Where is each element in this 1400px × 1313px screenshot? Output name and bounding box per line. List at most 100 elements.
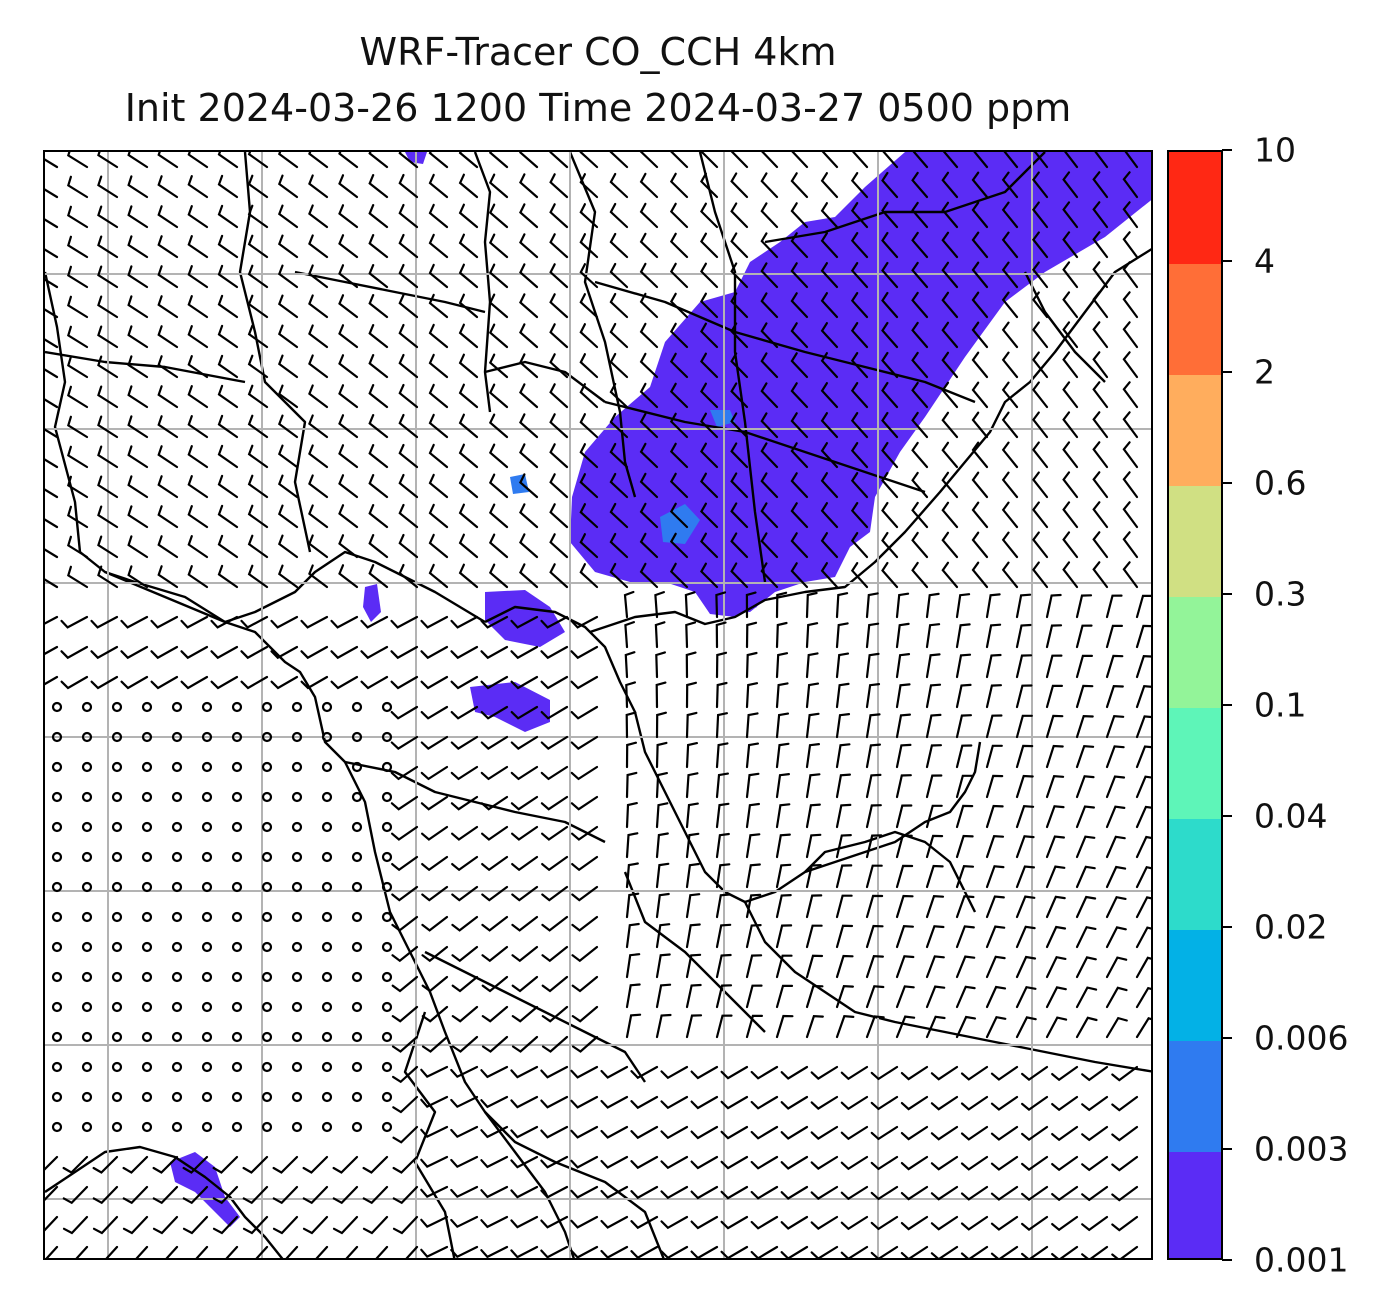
wind-barb [690, 1095, 719, 1110]
wind-barb [655, 681, 667, 709]
calm-barb [381, 701, 393, 713]
wind-barb [571, 1035, 599, 1053]
wind-barb [398, 413, 419, 439]
wind-barb [540, 705, 569, 720]
wind-barb [684, 591, 696, 619]
wind-barb [579, 563, 599, 589]
calm-barb [381, 761, 393, 773]
wind-barb [930, 1245, 959, 1258]
wind-barb [300, 675, 329, 690]
wind-barb [392, 1095, 419, 1114]
wind-barb [655, 832, 669, 859]
us-mexico-border [104, 550, 486, 624]
wind-barb [805, 622, 819, 649]
wind-barb [609, 442, 629, 469]
calm-barb [81, 1001, 93, 1013]
calm-barb [201, 791, 213, 803]
wind-barb [398, 533, 419, 559]
wind-barb [247, 504, 269, 529]
wind-barb [187, 265, 209, 289]
colorbar-segment [1169, 152, 1221, 264]
wind-barb [791, 152, 809, 169]
wind-barb [690, 1155, 719, 1170]
wind-barb [660, 1215, 689, 1230]
wind-barb [881, 261, 899, 289]
wind-barb [911, 201, 929, 229]
wind-barb [579, 173, 599, 199]
calm-barb [111, 821, 123, 833]
wind-barb [1015, 593, 1032, 619]
wind-barb [925, 925, 945, 949]
wind-barb [941, 261, 959, 289]
wind-barb [912, 152, 929, 169]
wind-barb [157, 535, 179, 559]
wind-barb [1001, 201, 1019, 229]
calm-barb [81, 851, 93, 863]
calm-barb [291, 1091, 303, 1103]
wind-barb [1075, 925, 1097, 949]
wind-barb [428, 563, 449, 589]
wind-barb [152, 1155, 179, 1174]
wind-barb [840, 1185, 869, 1201]
wind-barb [1032, 231, 1049, 259]
wind-barb [247, 294, 269, 319]
wind-barb [870, 1125, 899, 1141]
wind-barb [45, 488, 59, 499]
calm-barb [291, 821, 303, 833]
wind-barb [1062, 531, 1079, 559]
wind-barb [609, 562, 629, 589]
calm-barb [261, 1121, 273, 1133]
wind-barb [895, 653, 911, 679]
wind-barb [625, 983, 641, 1009]
wind-barb [775, 803, 791, 829]
calm-barb [111, 1001, 123, 1013]
wind-barb [760, 352, 779, 379]
wind-barb [391, 945, 419, 963]
wind-barb [480, 1125, 509, 1139]
wind-barb [480, 675, 509, 690]
wind-barb [1105, 594, 1123, 619]
wind-barb [242, 1215, 269, 1235]
wind-barb [1092, 171, 1109, 199]
wind-barb [338, 264, 359, 289]
wind-barb [458, 473, 479, 499]
wind-barb [488, 473, 509, 499]
wind-barb [925, 774, 943, 799]
wind-barb [840, 1125, 869, 1141]
wind-barb [609, 532, 629, 559]
calm-barb [381, 881, 393, 893]
wind-barb [895, 864, 914, 889]
wind-barb [685, 1014, 703, 1039]
wind-barb [1105, 865, 1127, 889]
wind-barb [655, 923, 671, 949]
wind-barb [398, 152, 419, 169]
wind-barb [488, 152, 509, 169]
wind-barb [960, 1245, 989, 1258]
wind-barb [1062, 351, 1079, 379]
wind-barb [895, 622, 910, 649]
wind-barb [570, 765, 599, 781]
wind-barb [630, 1215, 659, 1230]
wind-barb [579, 413, 599, 439]
wind-barb [570, 705, 599, 720]
calm-barb [381, 821, 393, 833]
wind-barb [308, 204, 329, 229]
wind-barb [390, 615, 419, 629]
wind-barb [368, 234, 389, 259]
wind-barb [398, 263, 419, 289]
wind-barb [1135, 654, 1151, 679]
wind-barb [925, 683, 942, 709]
wind-barb [655, 953, 671, 979]
wind-barb [655, 983, 672, 1009]
wind-barb [541, 855, 569, 872]
wind-barb [895, 804, 913, 829]
wind-barb [391, 915, 419, 932]
wind-barb [398, 503, 419, 529]
wind-barb [805, 894, 823, 919]
wind-barb [955, 925, 975, 949]
wind-barb [1105, 956, 1128, 979]
wind-barb [609, 322, 629, 349]
wind-barb [277, 264, 299, 289]
wind-barb [247, 174, 269, 199]
wind-barb [941, 501, 959, 529]
